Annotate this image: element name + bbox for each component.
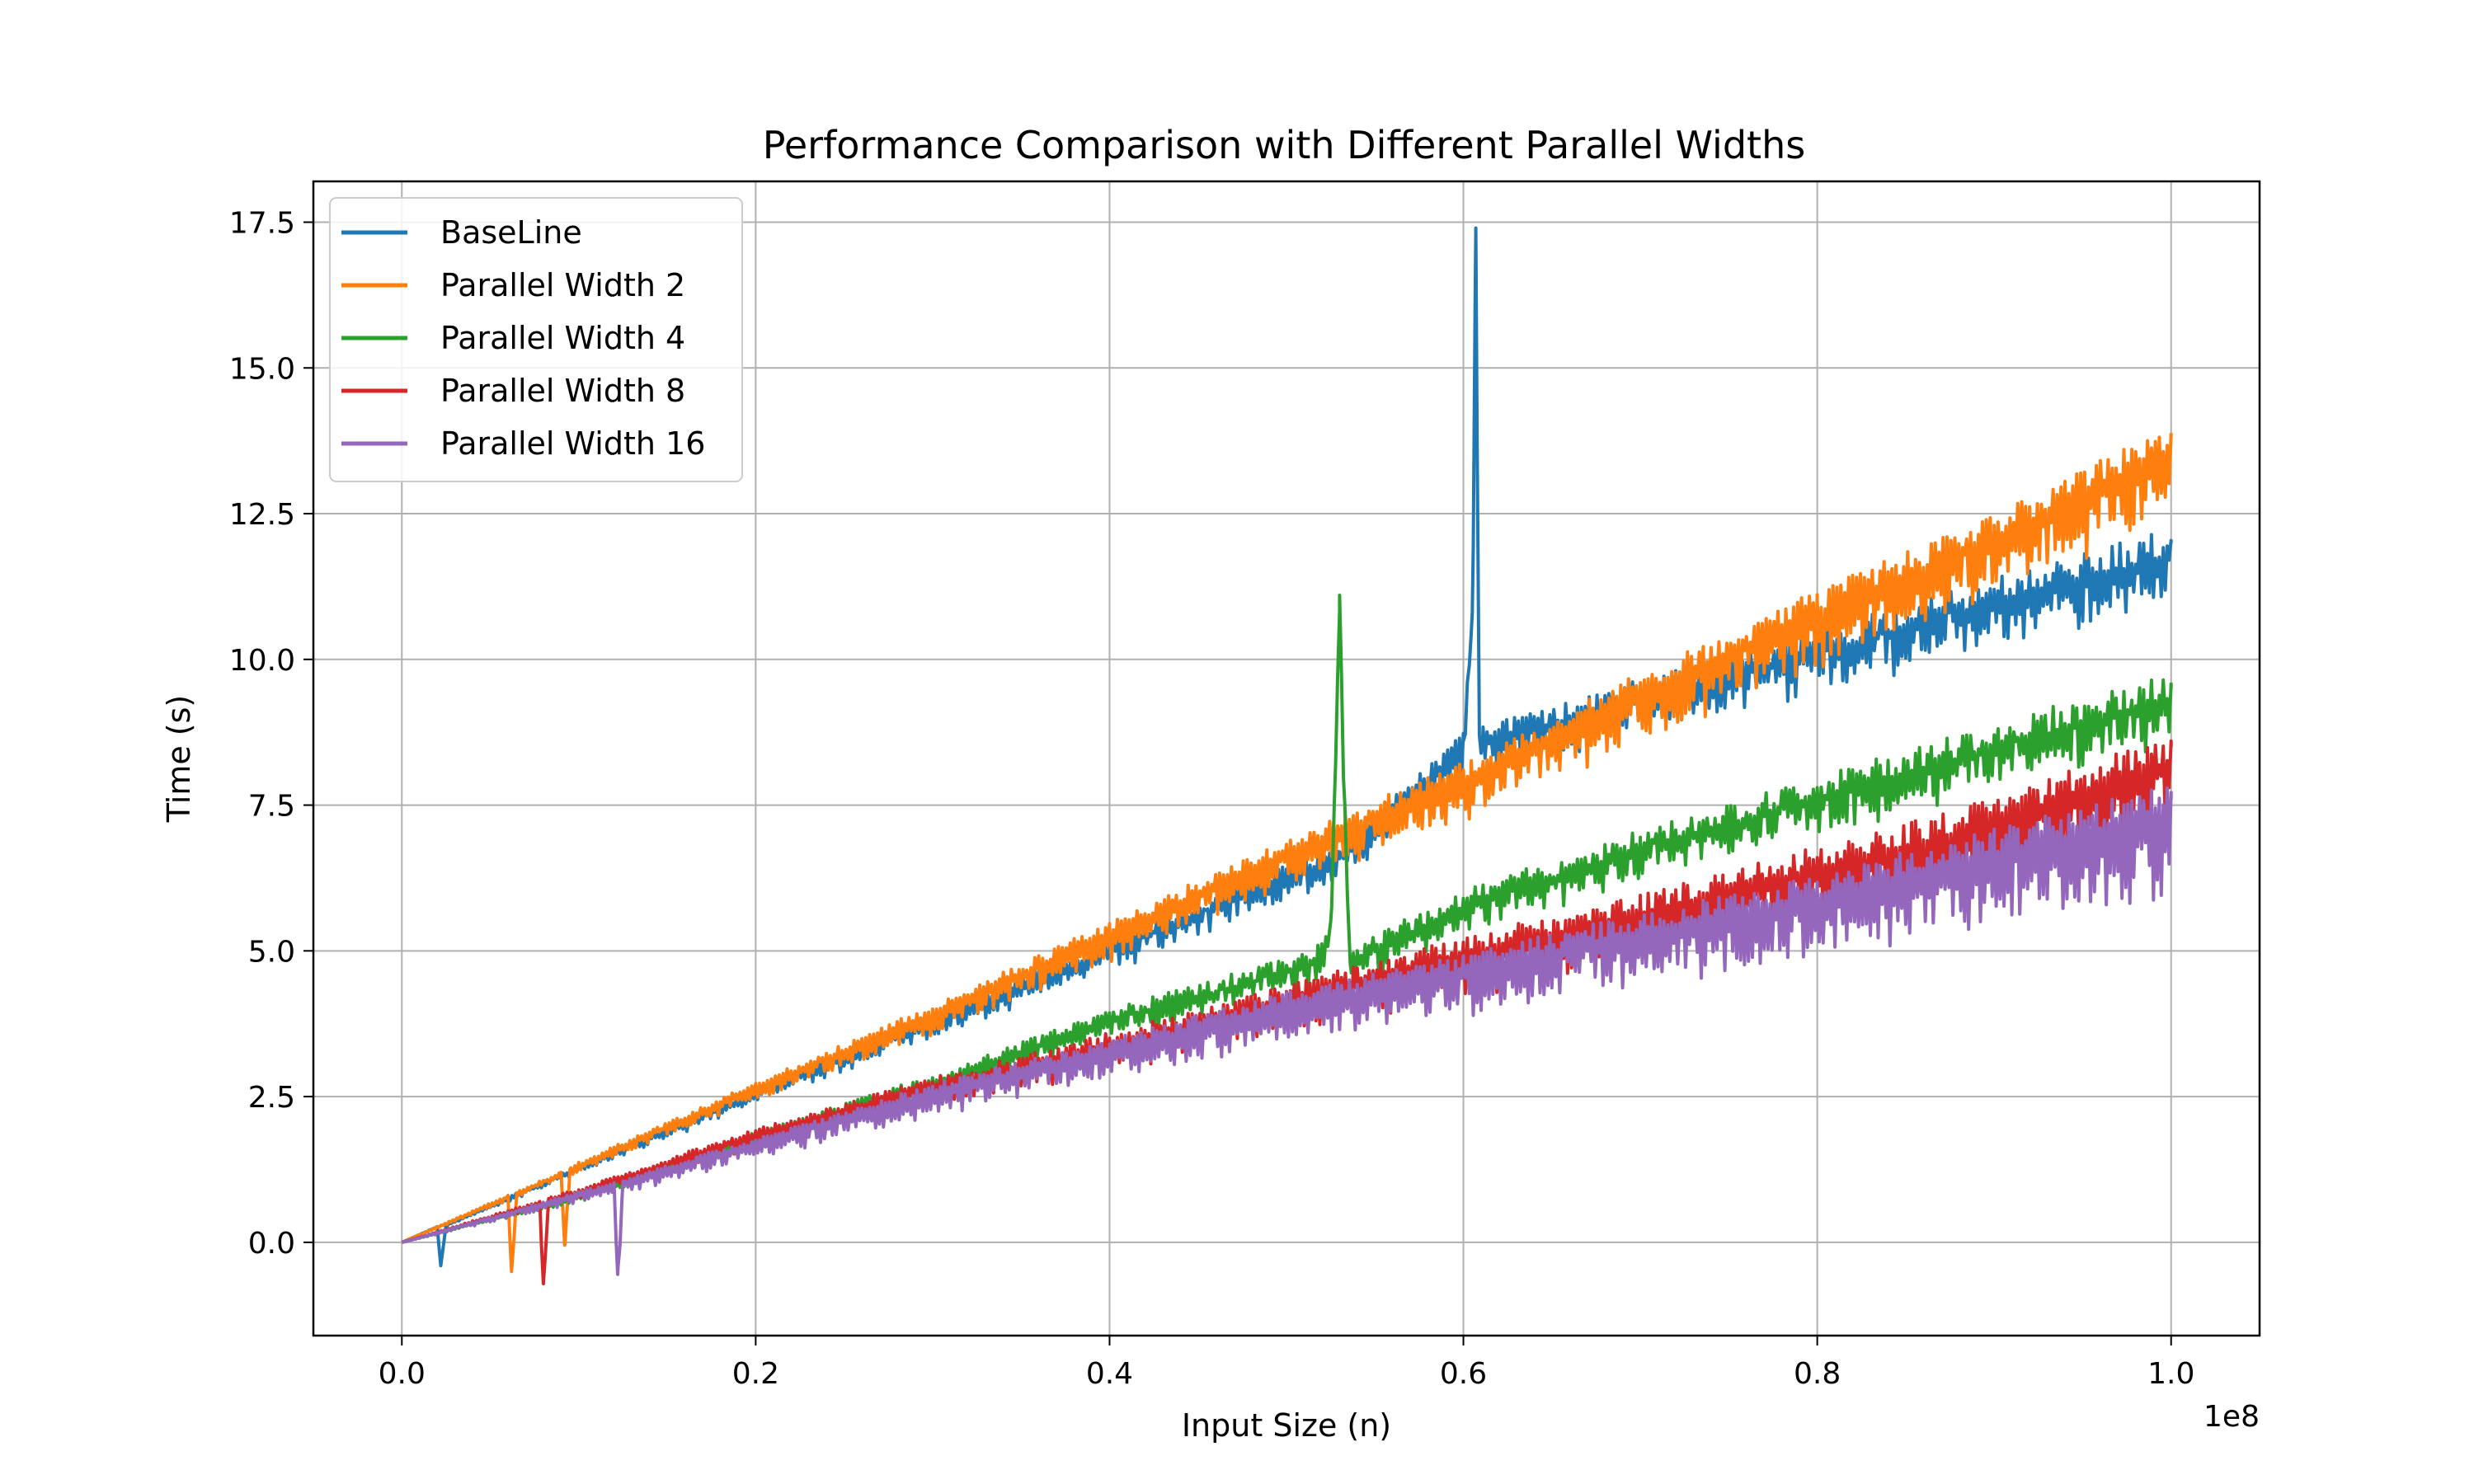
legend-box [329, 197, 743, 482]
series-line-5 [401, 786, 2173, 1276]
x-tick-label: 0.6 [1440, 1357, 1487, 1391]
legend-label: Parallel Width 16 [440, 425, 705, 462]
legend: BaseLine Parallel Width 2 Parallel Width 4… [329, 197, 743, 482]
x-axis-label: Input Size (n) [1182, 1407, 1391, 1444]
legend-label: BaseLine [440, 214, 582, 251]
y-axis-ticks: 0.0 2.5 5.0 7.5 10.0 12.5 15.0 17.5 [229, 206, 313, 1261]
plot-frame [312, 180, 2261, 1337]
series-lines [401, 226, 2173, 1285]
legend-label: Parallel Width 8 [440, 373, 685, 409]
y-tick-label: 0.0 [248, 1227, 295, 1261]
chart-title: Performance Comparison with Different Pa… [763, 123, 1805, 167]
y-tick-label: 12.5 [229, 498, 295, 532]
y-tick-label: 5.0 [248, 935, 295, 969]
legend-label: Parallel Width 4 [440, 320, 685, 356]
y-axis-label: Time (s) [161, 695, 197, 824]
series-line-2 [401, 432, 2173, 1274]
legend-label: Parallel Width 2 [440, 267, 685, 303]
y-tick-label: 17.5 [229, 206, 295, 240]
x-tick-label: 0.0 [379, 1357, 426, 1391]
y-tick-label: 10.0 [229, 644, 295, 678]
x-tick-label: 1.0 [2147, 1357, 2194, 1391]
x-tick-label: 0.4 [1086, 1357, 1133, 1391]
y-tick-label: 7.5 [248, 790, 295, 824]
x-tick-label: 0.2 [732, 1357, 779, 1391]
x-axis-offset-text: 1e8 [2204, 1400, 2260, 1434]
grid [313, 181, 2260, 1336]
y-tick-label: 2.5 [248, 1081, 295, 1115]
y-tick-label: 15.0 [229, 352, 295, 386]
x-tick-label: 0.8 [1794, 1357, 1841, 1391]
x-axis-ticks: 0.0 0.2 0.4 0.6 0.8 1.0 [379, 1336, 2194, 1391]
